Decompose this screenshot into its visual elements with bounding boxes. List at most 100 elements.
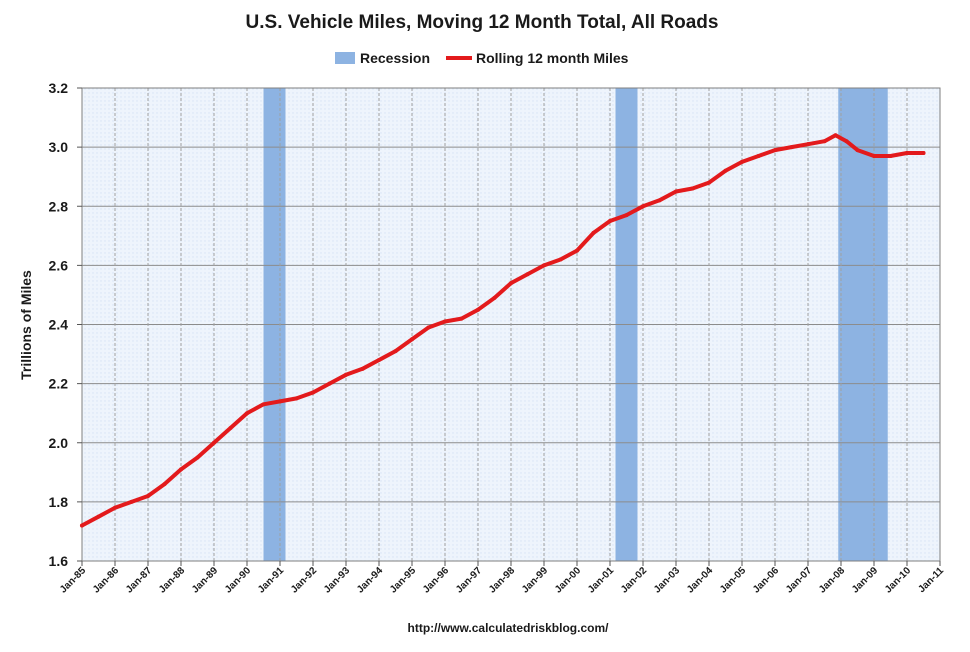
x-tick-label: Jan-87 xyxy=(124,565,154,595)
x-tick-label: Jan-92 xyxy=(289,565,319,595)
y-tick-label: 1.8 xyxy=(49,494,69,510)
data-point xyxy=(641,204,645,209)
series-layer xyxy=(80,133,926,528)
data-point xyxy=(509,281,513,286)
y-tick-label: 2.4 xyxy=(49,317,69,333)
data-point xyxy=(905,151,909,156)
y-tick-label: 3.2 xyxy=(49,80,69,96)
data-point xyxy=(833,133,838,138)
data-point xyxy=(591,230,596,235)
data-point xyxy=(476,307,480,312)
data-point xyxy=(608,219,612,224)
data-point xyxy=(789,145,794,150)
x-tick-label: Jan-94 xyxy=(355,565,385,595)
y-tick-label: 2.0 xyxy=(49,435,69,451)
data-point xyxy=(888,153,893,158)
x-tick-label: Jan-02 xyxy=(619,565,649,595)
data-point xyxy=(327,381,332,386)
data-point xyxy=(773,148,777,153)
data-point xyxy=(393,349,398,354)
legend: Recession Rolling 12 month Miles xyxy=(335,50,629,66)
data-point xyxy=(872,153,876,158)
data-point xyxy=(96,514,101,519)
chart-title: U.S. Vehicle Miles, Moving 12 Month Tota… xyxy=(246,12,719,33)
data-point xyxy=(377,357,381,362)
legend-swatch-recession xyxy=(335,52,355,64)
data-point xyxy=(426,325,431,330)
data-point xyxy=(278,399,282,404)
x-tick-label: Jan-10 xyxy=(883,565,913,595)
x-tick-label: Jan-93 xyxy=(322,565,352,595)
x-tick-label: Jan-88 xyxy=(157,565,187,595)
x-tick-label: Jan-99 xyxy=(520,565,550,595)
x-tick-label: Jan-90 xyxy=(223,565,253,595)
x-tick-label: Jan-86 xyxy=(91,565,121,595)
data-point xyxy=(690,186,695,191)
y-tick-label: 2.2 xyxy=(49,376,69,392)
data-point xyxy=(740,159,744,164)
data-point xyxy=(212,440,216,445)
data-point xyxy=(855,148,860,153)
x-tick-label: Jan-95 xyxy=(388,565,418,595)
y-tick-label: 2.8 xyxy=(49,198,69,214)
data-point xyxy=(674,189,678,194)
x-tick-label: Jan-06 xyxy=(751,565,781,595)
data-point xyxy=(360,366,365,371)
data-point xyxy=(228,425,233,430)
x-tick-label: Jan-00 xyxy=(553,565,583,595)
data-point xyxy=(459,316,464,321)
x-tick-label: Jan-08 xyxy=(817,565,847,595)
data-point xyxy=(822,139,827,144)
data-point xyxy=(525,272,530,277)
data-point xyxy=(162,482,167,487)
data-point xyxy=(624,213,629,218)
x-tick-label: Jan-85 xyxy=(58,565,88,595)
x-tick-label: Jan-04 xyxy=(685,565,715,595)
data-point xyxy=(707,180,711,185)
y-tick-label: 2.6 xyxy=(49,257,69,273)
legend-label-recession: Recession xyxy=(360,50,430,66)
data-point xyxy=(492,295,497,300)
data-point xyxy=(844,139,849,144)
data-point xyxy=(311,390,315,395)
data-point xyxy=(558,257,563,262)
data-point xyxy=(575,248,579,253)
data-point xyxy=(921,151,926,156)
x-tick-label: Jan-11 xyxy=(916,565,946,595)
data-point xyxy=(542,263,546,268)
x-tick-label: Jan-98 xyxy=(487,565,517,595)
data-point xyxy=(179,467,183,472)
x-tick-label: Jan-89 xyxy=(190,565,220,595)
x-tick-label: Jan-97 xyxy=(454,565,484,595)
x-tick-label: Jan-03 xyxy=(652,565,682,595)
y-axis-label: Trillions of Miles xyxy=(18,270,34,380)
data-point xyxy=(294,396,299,401)
data-point xyxy=(146,493,150,498)
x-tick-label: Jan-09 xyxy=(850,565,880,595)
data-point xyxy=(756,153,761,158)
data-point xyxy=(261,402,266,407)
data-point xyxy=(195,455,200,460)
x-tick-label: Jan-07 xyxy=(784,565,814,595)
data-point xyxy=(113,505,117,510)
x-tick-label: Jan-01 xyxy=(586,565,616,595)
x-tick-label: Jan-96 xyxy=(421,565,451,595)
data-point xyxy=(129,499,134,504)
source-url: http://www.calculatedriskblog.com/ xyxy=(408,621,610,635)
data-point xyxy=(245,411,249,416)
data-point xyxy=(806,142,810,147)
x-tick-label: Jan-91 xyxy=(256,565,286,595)
data-point xyxy=(657,198,662,203)
legend-label-miles: Rolling 12 month Miles xyxy=(476,50,629,66)
data-point xyxy=(723,168,728,173)
y-axis: 1.6 1.8 2.0 2.2 2.4 2.6 2.8 3.0 3.2 xyxy=(49,80,82,569)
data-point xyxy=(344,372,348,377)
y-tick-label: 3.0 xyxy=(49,139,69,155)
data-point xyxy=(80,523,84,528)
x-tick-label: Jan-05 xyxy=(718,565,748,595)
data-point xyxy=(410,337,414,342)
data-point xyxy=(443,319,447,324)
x-axis: Jan-85 Jan-86 Jan-87 Jan-88 Jan-89 Jan-90 Jan-… xyxy=(58,561,946,596)
